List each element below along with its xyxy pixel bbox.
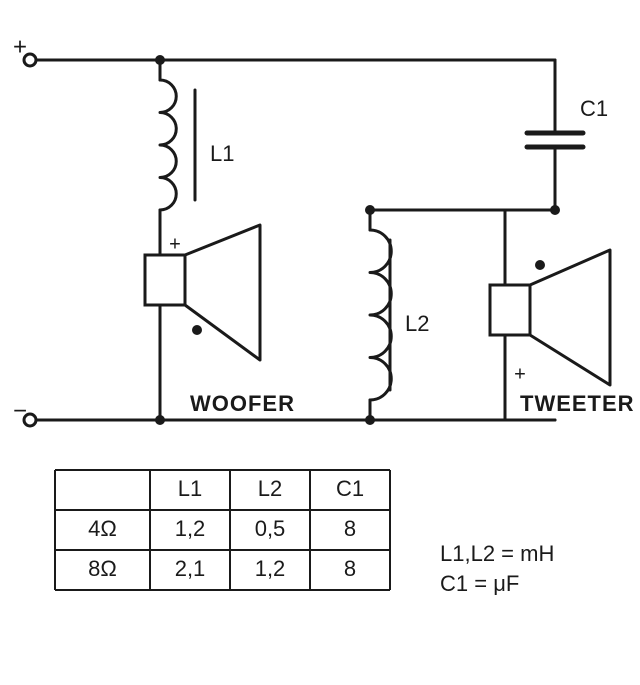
junction-dot-0 xyxy=(155,55,165,65)
l1-label: L1 xyxy=(210,141,234,166)
inductor-l1 xyxy=(160,80,176,210)
tweeter-label: TWEETER xyxy=(520,391,635,416)
l2-label: L2 xyxy=(405,311,429,336)
junction-dot-2 xyxy=(365,205,375,215)
table-cell-1-0: 2,1 xyxy=(175,556,206,581)
inductor-l2 xyxy=(370,230,391,400)
table-rowlabel-1: 8Ω xyxy=(88,556,117,581)
terminal-negative-label: − xyxy=(13,397,27,424)
note-line-0: L1,L2 = mH xyxy=(440,541,554,566)
tweeter-plus: + xyxy=(514,363,526,385)
tweeter-dot xyxy=(535,260,545,270)
woofer-label: WOOFER xyxy=(190,391,295,416)
terminal-positive-label: + xyxy=(13,33,27,60)
values-table: L1 L2 C1 4Ω 1,2 0,5 8 8Ω 2,1 1,2 8 xyxy=(55,470,390,590)
note-line-1: C1 = μF xyxy=(440,571,519,596)
junction-dot-4 xyxy=(550,205,560,215)
table-rowlabel-0: 4Ω xyxy=(88,516,117,541)
table-cell-0-0: 1,2 xyxy=(175,516,206,541)
tweeter-cone xyxy=(530,250,610,385)
tweeter-box xyxy=(490,285,530,335)
table-header-3: C1 xyxy=(336,476,364,501)
table-cell-0-1: 0,5 xyxy=(255,516,286,541)
woofer-box xyxy=(145,255,185,305)
woofer-plus: + xyxy=(169,233,181,255)
table-cell-0-2: 8 xyxy=(344,516,356,541)
table-header-2: L2 xyxy=(258,476,282,501)
woofer-cone xyxy=(185,225,260,360)
c1-label: C1 xyxy=(580,96,608,121)
junction-dot-1 xyxy=(155,415,165,425)
table-header-1: L1 xyxy=(178,476,202,501)
table-cell-1-1: 1,2 xyxy=(255,556,286,581)
junction-dot-3 xyxy=(365,415,375,425)
table-cell-1-2: 8 xyxy=(344,556,356,581)
woofer-dot xyxy=(192,325,202,335)
